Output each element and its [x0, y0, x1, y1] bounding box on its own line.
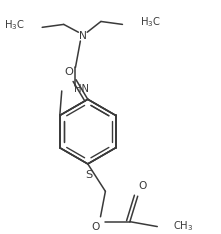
Text: H$_3$C: H$_3$C — [4, 18, 25, 32]
Text: CH$_3$: CH$_3$ — [173, 220, 193, 234]
Text: N: N — [79, 31, 87, 41]
Text: H$_3$C: H$_3$C — [140, 15, 161, 29]
Text: O: O — [65, 67, 74, 77]
Text: S: S — [85, 170, 92, 180]
Text: O: O — [138, 181, 147, 191]
Text: O: O — [91, 222, 100, 232]
Text: HN: HN — [74, 84, 88, 94]
